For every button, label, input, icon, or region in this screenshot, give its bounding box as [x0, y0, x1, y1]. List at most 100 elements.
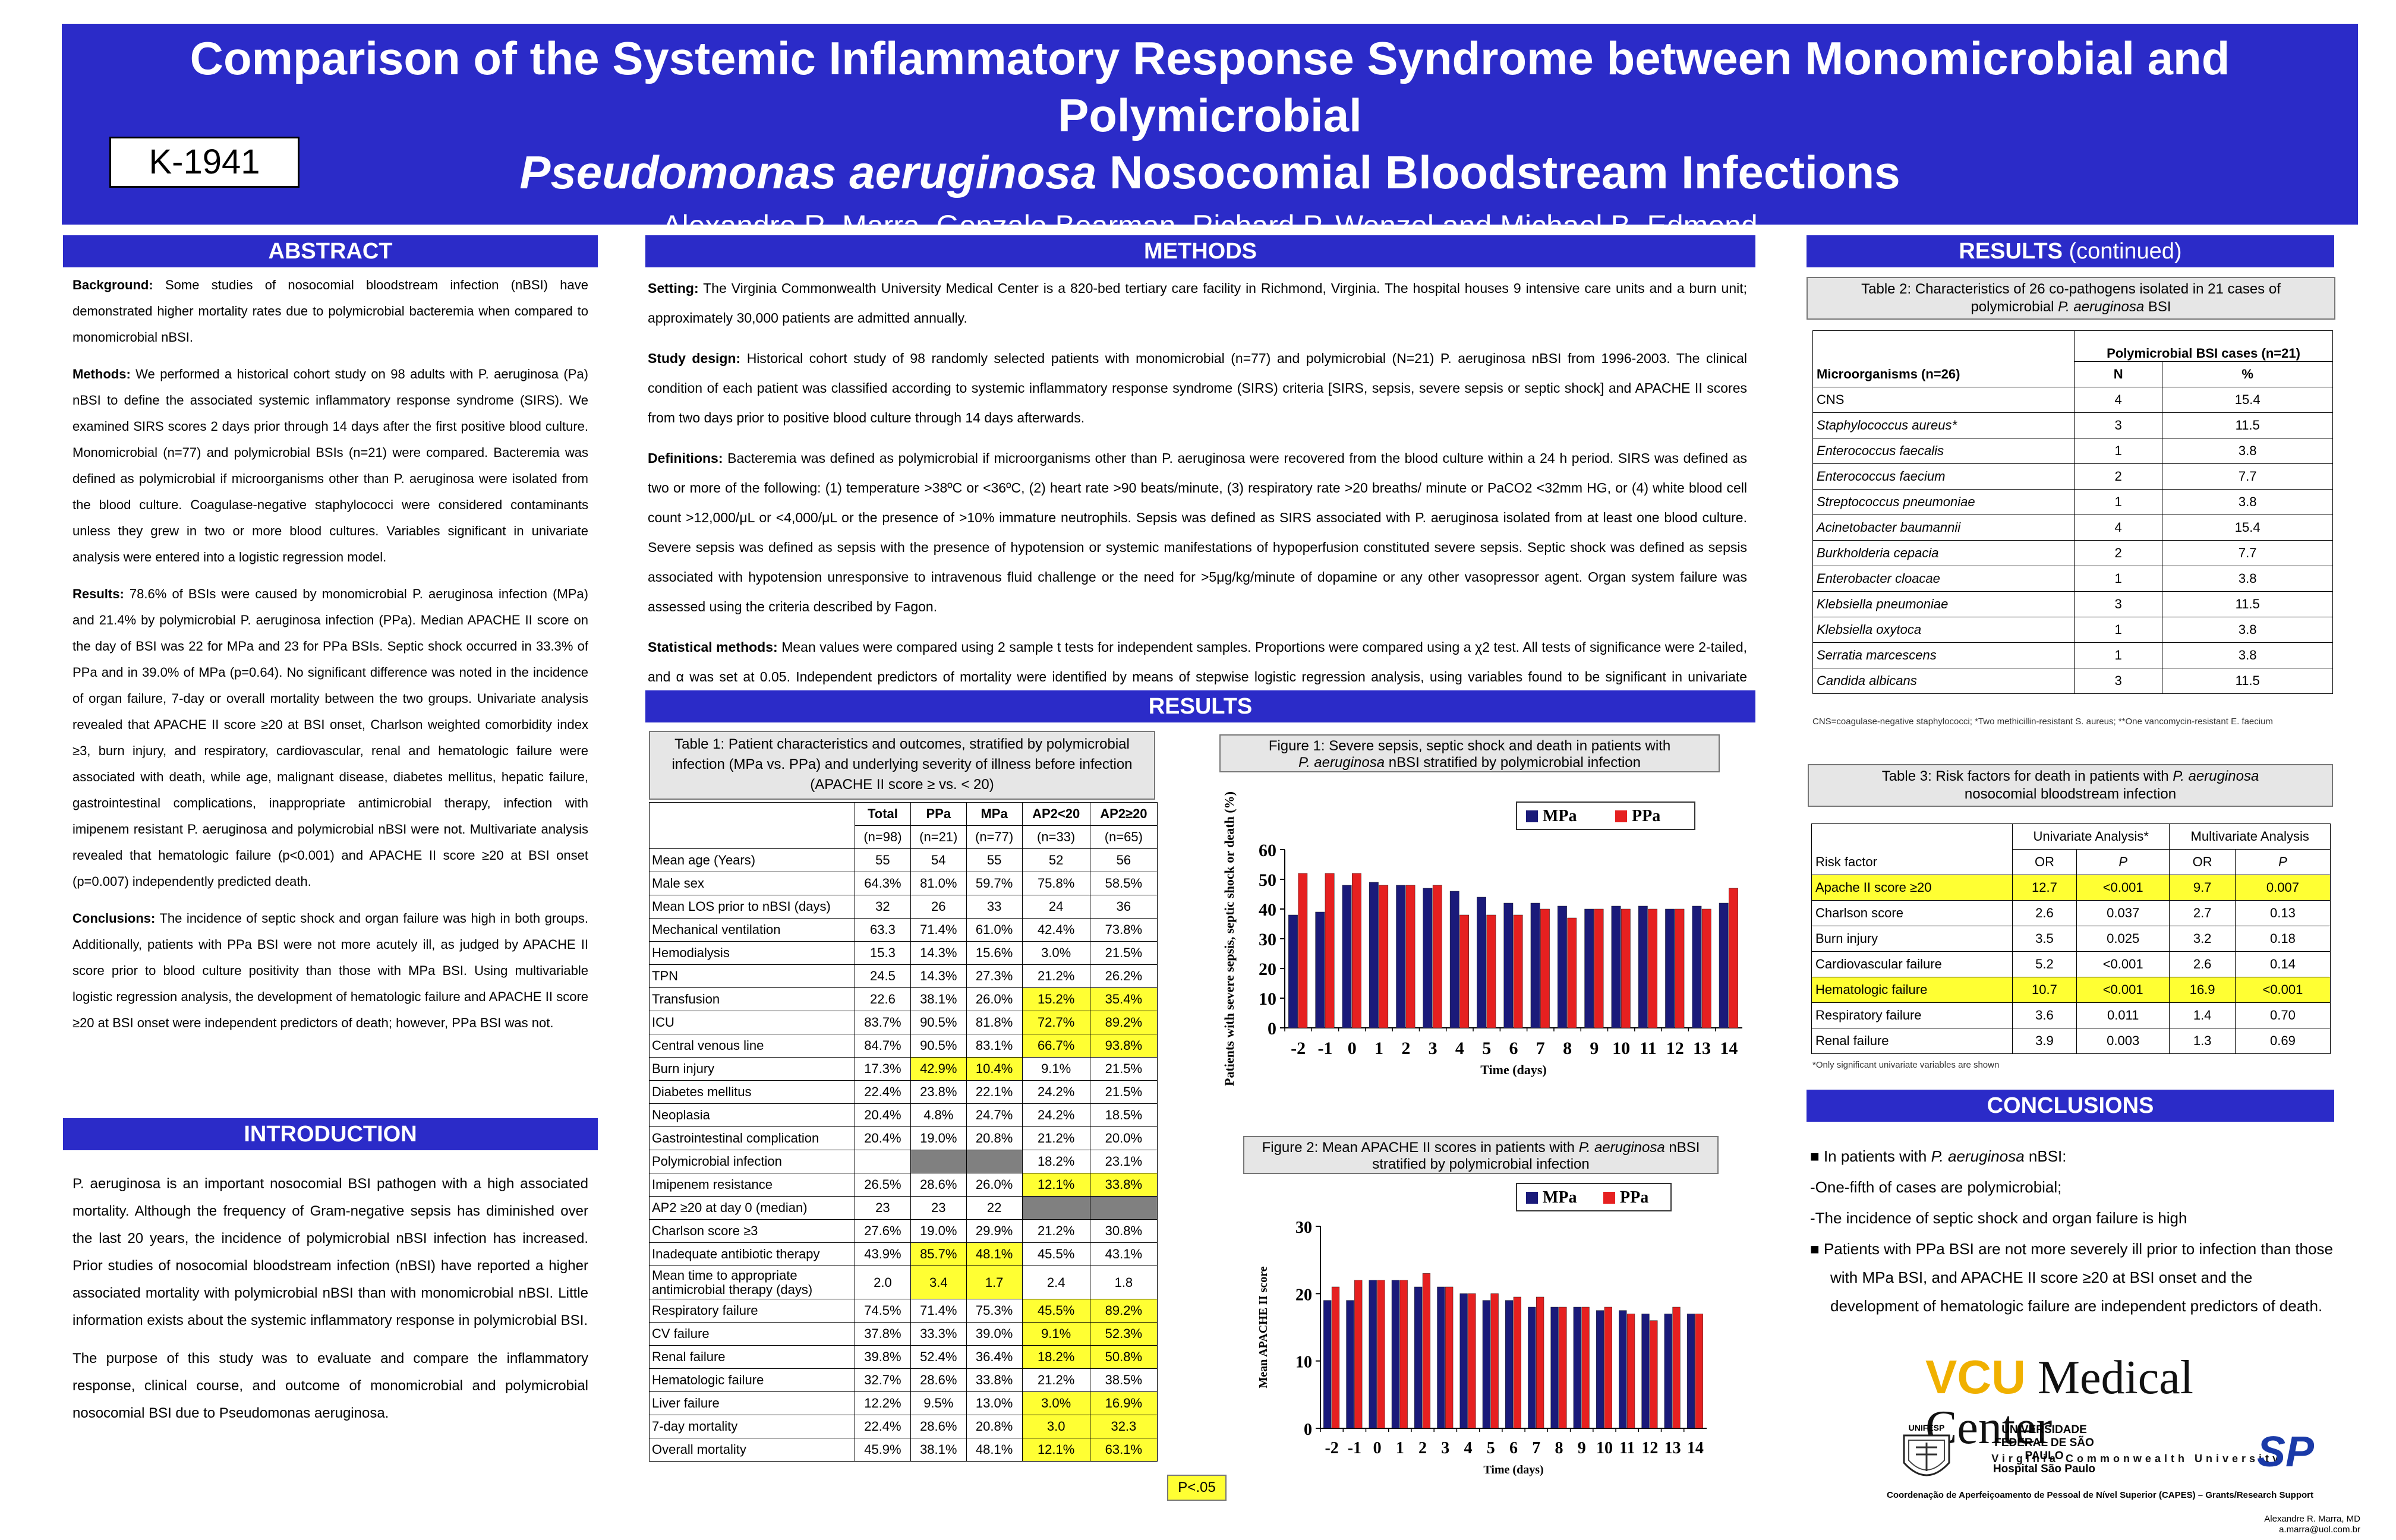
table3-risk-factor: Hematologic failure — [1811, 977, 2013, 1003]
table1-cell: 85.7% — [910, 1242, 967, 1266]
table1-cell: 48.1% — [966, 1438, 1023, 1462]
bar-ppa — [1513, 1296, 1522, 1429]
unifesp-line: PAULO — [2025, 1450, 2064, 1462]
bar-ppa — [1675, 908, 1685, 1028]
table1-cell: 45.5% — [1022, 1299, 1090, 1323]
contact-email: a.marra@uol.com.br — [2279, 1525, 2360, 1535]
x-tick-label: 4 — [1464, 1439, 1473, 1457]
table2-cell: 3 — [2073, 591, 2163, 617]
bar-mpa — [1396, 885, 1406, 1028]
bar-mpa — [1665, 908, 1675, 1028]
svg-text:SP: SP — [2257, 1428, 2315, 1475]
table1-cell: 21.2% — [1022, 964, 1090, 988]
table1-cell: 38.5% — [1089, 1368, 1158, 1392]
table1-row-label: Liver failure — [649, 1391, 855, 1415]
x-tick-label: 10 — [1612, 1039, 1630, 1058]
table2-col-n: N — [2073, 361, 2163, 387]
table3-header-row: Risk factor OR P OR P — [1811, 849, 2331, 875]
table3-cell: 0.69 — [2234, 1028, 2331, 1054]
x-tick-label: 0 — [1348, 1039, 1357, 1058]
table2-footnote: CNS=coagulase-negative staphylococci; *T… — [1812, 717, 2273, 727]
table1-cell: 89.2% — [1089, 1011, 1158, 1034]
x-tick-label: 3 — [1441, 1439, 1449, 1457]
table2-cell: 11.5 — [2162, 591, 2333, 617]
table1-cell: 71.4% — [910, 1299, 967, 1323]
bar-mpa — [1482, 1300, 1491, 1429]
x-tick-label: 13 — [1664, 1439, 1681, 1457]
table1-cell: 52.4% — [910, 1345, 967, 1369]
table1-cell: 75.8% — [1022, 872, 1090, 895]
abstract-background: Background: Some studies of nosocomial b… — [72, 277, 588, 345]
table1-cell: 54 — [910, 848, 967, 872]
conclusion-bullet-2: ■ Patients with PPa BSI are not more sev… — [1810, 1240, 2333, 1315]
methods-setting: Setting: The Virginia Commonwealth Unive… — [648, 280, 1747, 326]
table1-cell: 66.7% — [1022, 1034, 1090, 1058]
table2-col-pct: % — [2162, 361, 2333, 387]
table1-cell: 22.4% — [855, 1415, 911, 1438]
table1-cell: 15.2% — [1022, 987, 1090, 1011]
table3-cell: 0.18 — [2234, 926, 2331, 952]
table2-cell: 1 — [2073, 642, 2163, 668]
table1-cell: 26 — [910, 895, 967, 919]
y-tick-label: 10 — [1259, 989, 1276, 1009]
table2-row: Serratia marcescens 1 3.8 — [1812, 642, 2333, 668]
bar-ppa — [1626, 1314, 1635, 1429]
conclusions-heading: CONCLUSIONS — [1807, 1090, 2334, 1122]
bar-mpa — [1449, 891, 1459, 1028]
table3-group-row: Univariate Analysis* Multivariate Analys… — [1811, 823, 2331, 850]
table1-row: Central venous line 84.7% 90.5% 83.1% 66.7% 9… — [649, 1034, 1158, 1058]
bar-ppa — [1325, 873, 1335, 1028]
table2-row: Klebsiella oxytoca 1 3.8 — [1812, 617, 2333, 643]
results-continued-heading: RESULTS (continued) — [1807, 235, 2334, 267]
table1-cell: 52 — [1022, 848, 1090, 872]
table3-col-or: OR — [2012, 849, 2077, 875]
table1-cell: 28.6% — [910, 1415, 967, 1438]
bar-mpa — [1664, 1314, 1672, 1429]
bar-ppa — [1379, 885, 1389, 1028]
table1-header: AP2≥20 — [1089, 802, 1158, 826]
table1-cell: 4.8% — [910, 1103, 967, 1127]
table1-cell: 22.4% — [855, 1080, 911, 1104]
bar-ppa — [1540, 908, 1550, 1028]
table1-cell — [966, 1150, 1023, 1173]
table1: Total PPa MPa AP2<20 AP2≥20 (n=98) (n=21… — [649, 802, 1158, 1462]
table1-cell: 19.0% — [910, 1219, 967, 1243]
x-tick-label: 12 — [1641, 1439, 1658, 1457]
table1-cell: 24.7% — [966, 1103, 1023, 1127]
bar-mpa — [1459, 1293, 1468, 1429]
table3-cell: 3.2 — [2169, 926, 2236, 952]
bar-mpa — [1584, 908, 1594, 1028]
table1-subheader: (n=33) — [1022, 825, 1090, 849]
introduction-body: P. aeruginosa is an important nosocomial… — [72, 1170, 588, 1438]
table1-row: Burn injury 17.3% 42.9% 10.4% 9.1% 21.5% — [649, 1057, 1158, 1081]
table1-cell: 26.0% — [966, 1173, 1023, 1197]
table1-cell: 3.0 — [1022, 1415, 1090, 1438]
table1-cell: 27.6% — [855, 1219, 911, 1243]
table2-cell: 15.4 — [2162, 387, 2333, 413]
bar-mpa — [1638, 905, 1648, 1028]
x-tick-label: -1 — [1348, 1439, 1361, 1457]
table1-cell: 21.2% — [1022, 1126, 1090, 1150]
table3-row: Burn injury 3.5 0.025 3.2 0.18 — [1811, 926, 2331, 952]
bar-mpa — [1477, 897, 1486, 1028]
table3-cell: 0.007 — [2234, 875, 2331, 901]
unifesp-seal-icon: UNIFESP — [1892, 1421, 1961, 1491]
bar-ppa — [1567, 917, 1577, 1028]
table2-cell: 4 — [2073, 387, 2163, 413]
bar-mpa — [1528, 1307, 1536, 1429]
table1-cell: 20.4% — [855, 1103, 911, 1127]
bar-mpa — [1423, 888, 1433, 1028]
table1-caption: Table 1: Patient characteristics and out… — [649, 731, 1155, 800]
x-tick-label: -1 — [1317, 1039, 1332, 1058]
bar-ppa — [1354, 1280, 1363, 1429]
table3-cell: 5.2 — [2012, 951, 2077, 977]
table1-cell: 21.2% — [1022, 1368, 1090, 1392]
unifesp-label: UNIVERSIDADE FEDERAL DE SÃO PAULO Hospit… — [1979, 1424, 2110, 1476]
bar-ppa — [1729, 888, 1738, 1028]
table1-row-label: Burn injury — [649, 1057, 855, 1081]
table1-cell: 38.1% — [910, 987, 967, 1011]
table3-cell: 0.14 — [2234, 951, 2331, 977]
contact-name: Alexandre R. Marra, MD — [2264, 1514, 2360, 1524]
table2-col-organism: Microorganisms (n=26) — [1812, 361, 2075, 387]
poster-header: Comparison of the Systemic Inflammatory … — [62, 24, 2358, 279]
